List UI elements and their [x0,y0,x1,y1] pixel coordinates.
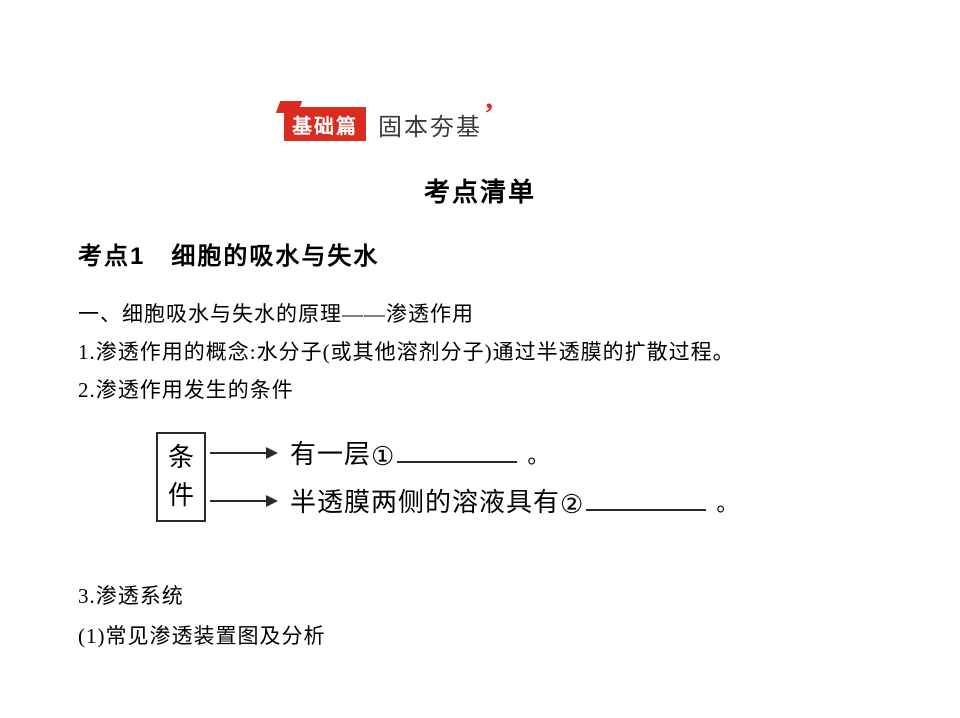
topic-heading: 考点1 细胞的吸水与失水 [78,236,379,271]
row1-marker: ① [371,442,395,472]
row1-prefix: 有一层 [290,440,371,469]
box-char-2: 件 [168,477,194,515]
page-root: 基础篇 固本夯基 ’ 考点清单 考点1 细胞的吸水与失水 一、细胞吸水与失水的原… [0,0,960,718]
banner-subtitle-text: 固本夯基 [378,115,482,141]
line-apparatus-label: (1)常见渗透装置图及分析 [78,620,326,650]
arrow-icon [210,452,276,454]
row2-prefix: 半透膜两侧的溶液具有 [290,488,560,517]
box-char-1: 条 [168,439,194,477]
row2-period: 。 [716,491,739,516]
diagram-row-1: 有一层① 。 [210,434,550,472]
row2-marker: ② [560,490,584,520]
diagram-box: 条 件 [156,432,206,522]
page-title: 考点清单 [0,172,960,209]
row1-period: 。 [527,443,550,468]
conditions-diagram: 条 件 有一层① 。 半透膜两侧的溶液具有② 。 [156,414,776,538]
blank-2[interactable] [586,487,706,511]
line-system-label: 3.渗透系统 [78,580,184,610]
line-definition: 1.渗透作用的概念:水分子(或其他溶剂分子)通过半透膜的扩散过程。 [78,336,735,366]
blank-1[interactable] [397,439,517,463]
arrow-icon [210,500,276,502]
diagram-row-1-text: 有一层① 。 [290,434,550,472]
line-conditions-label: 2.渗透作用发生的条件 [78,374,294,404]
banner-tag: 基础篇 [284,107,366,141]
section-banner: 基础篇 固本夯基 ’ [284,104,482,144]
banner-subtitle: 固本夯基 ’ [378,107,482,142]
line-section-1: 一、细胞吸水与失水的原理——渗透作用 [78,298,474,328]
banner-accent-mark: ’ [484,97,496,131]
diagram-row-2: 半透膜两侧的溶液具有② 。 [210,482,739,520]
diagram-row-2-text: 半透膜两侧的溶液具有② 。 [290,482,739,520]
